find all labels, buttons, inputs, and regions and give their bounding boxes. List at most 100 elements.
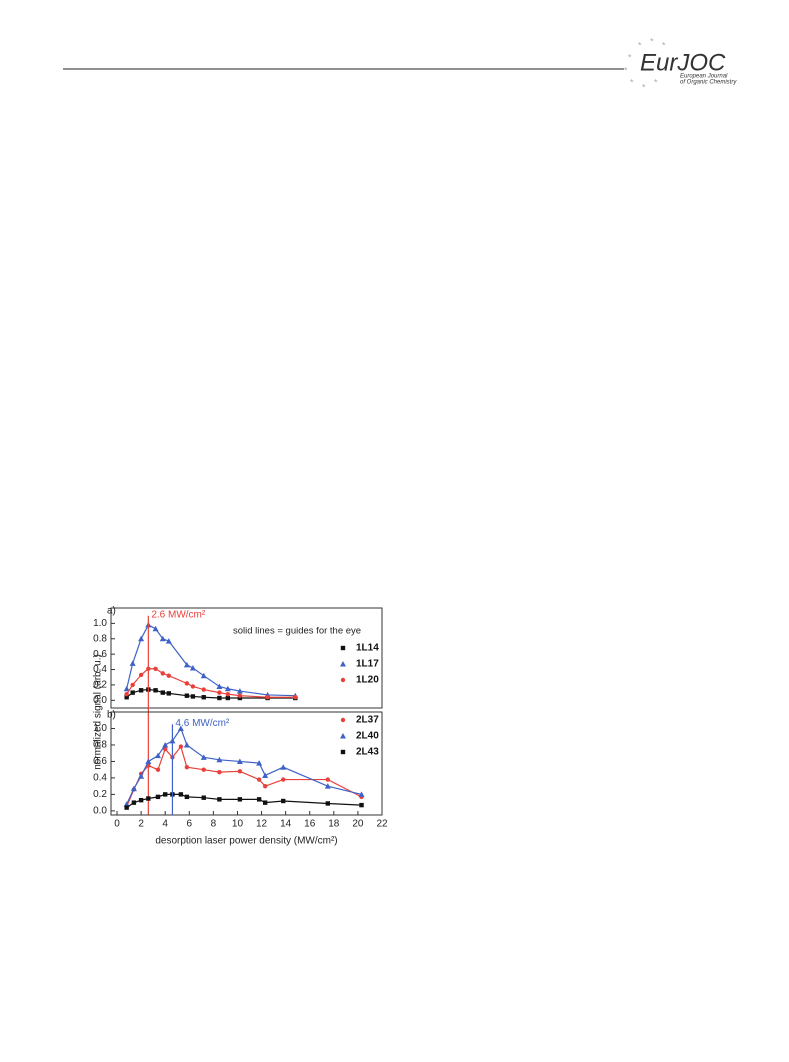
marker-square (201, 695, 206, 700)
marker-circle (281, 777, 286, 782)
marker-triangle (224, 685, 231, 692)
marker-triangle (189, 665, 196, 671)
y-tick-label: 0.8 (93, 633, 107, 644)
svg-text:*: * (630, 77, 634, 87)
marker-triangle (236, 688, 243, 694)
marker-label: 2.6 MW/cm² (151, 609, 206, 620)
svg-text:*: * (654, 77, 658, 87)
annotation: solid lines = guides for the eye (233, 626, 361, 637)
svg-text:*: * (650, 36, 654, 46)
marker-triangle (130, 785, 137, 792)
marker-square (237, 695, 243, 701)
svg-text:*: * (642, 82, 646, 92)
plot-frame (110, 711, 383, 816)
guide-line (126, 745, 362, 807)
marker-square (340, 749, 346, 755)
marker-triangle (129, 660, 136, 666)
y-tick-label: 0.6 (93, 756, 107, 767)
marker-circle (201, 767, 206, 772)
marker-circle (160, 671, 165, 676)
y-tick-label: 0.0 (93, 695, 107, 706)
x-tick-label: 22 (376, 819, 388, 830)
marker-square (325, 801, 330, 806)
journal-name: European Journal (680, 74, 728, 80)
marker-square (155, 794, 161, 800)
y-tick-label: 0.6 (93, 649, 107, 660)
marker-circle (217, 769, 222, 775)
marker-triangle (200, 672, 207, 679)
marker-triangle (165, 638, 172, 644)
y-tick-label: 1.0 (93, 618, 107, 629)
marker-square (153, 688, 158, 693)
marker-triangle (358, 791, 365, 797)
marker-square (201, 795, 206, 800)
marker-square (217, 797, 222, 802)
legend-label: 1L14 (356, 643, 379, 654)
marker-square (184, 693, 190, 698)
marker-triangle (280, 764, 287, 770)
marker-circle (325, 777, 330, 782)
legend-label: 2L40 (356, 731, 379, 742)
x-tick-label: 14 (280, 819, 292, 830)
marker-square (130, 690, 135, 695)
guide-line (126, 668, 296, 698)
marker-triangle (183, 741, 190, 748)
marker-square (225, 695, 231, 701)
y-tick-label: 0.0 (93, 806, 107, 817)
marker-square (166, 691, 172, 696)
x-tick-label: 0 (114, 819, 120, 830)
marker-square (178, 792, 184, 797)
svg-text:*: * (662, 40, 666, 50)
x-tick-label: 12 (256, 819, 268, 830)
y-axis-label: normalized signal (arb. u.) (93, 654, 104, 770)
legend-label: 2L37 (356, 715, 379, 726)
marker-triangle (138, 773, 145, 779)
marker-circle (124, 691, 129, 697)
panel-label: a) (107, 606, 116, 617)
marker-triangle (200, 754, 207, 760)
x-tick-label: 10 (232, 819, 244, 830)
marker-triangle (154, 752, 161, 759)
svg-text:*: * (628, 52, 632, 62)
x-tick-label: 20 (352, 819, 364, 830)
y-tick-label: 0.4 (93, 773, 107, 784)
logo-stars: * * * *** * * (624, 36, 666, 92)
marker-circle (237, 769, 243, 774)
marker-square (217, 695, 222, 701)
x-tick-label: 2 (138, 819, 144, 830)
marker-square (124, 695, 129, 700)
y-tick-label: 0.2 (93, 789, 107, 800)
marker-square (131, 800, 137, 805)
x-tick-label: 16 (304, 819, 316, 830)
legend-label: 1L17 (356, 659, 379, 670)
marker-square (359, 802, 364, 808)
y-tick-label: 1.0 (93, 723, 107, 734)
marker-label: 4.6 MW/cm² (175, 718, 230, 729)
panel-label: b) (107, 710, 116, 721)
x-tick-label: 4 (162, 819, 168, 830)
svg-text:*: * (624, 65, 628, 75)
marker-circle (166, 673, 172, 678)
marker-circle (190, 684, 196, 689)
marker-triangle (159, 635, 166, 642)
marker-triangle (324, 783, 331, 789)
legend-label: 1L20 (356, 675, 379, 686)
marker-square (124, 805, 129, 810)
marker-circle (184, 681, 190, 686)
x-axis-label: desorption laser power density (MW/cm²) (155, 836, 337, 847)
marker-square (340, 645, 346, 651)
marker-square (237, 797, 243, 802)
marker-square (262, 800, 268, 805)
marker-triangle (236, 758, 243, 764)
marker-triangle (340, 661, 346, 667)
marker-triangle (162, 741, 169, 748)
marker-circle (138, 672, 144, 678)
y-tick-label: 0.4 (93, 664, 107, 675)
marker-circle (265, 695, 270, 700)
marker-triangle (340, 733, 346, 739)
y-tick-label: 0.8 (93, 740, 107, 751)
legend-label: 2L43 (356, 747, 379, 758)
marker-square (190, 694, 196, 699)
